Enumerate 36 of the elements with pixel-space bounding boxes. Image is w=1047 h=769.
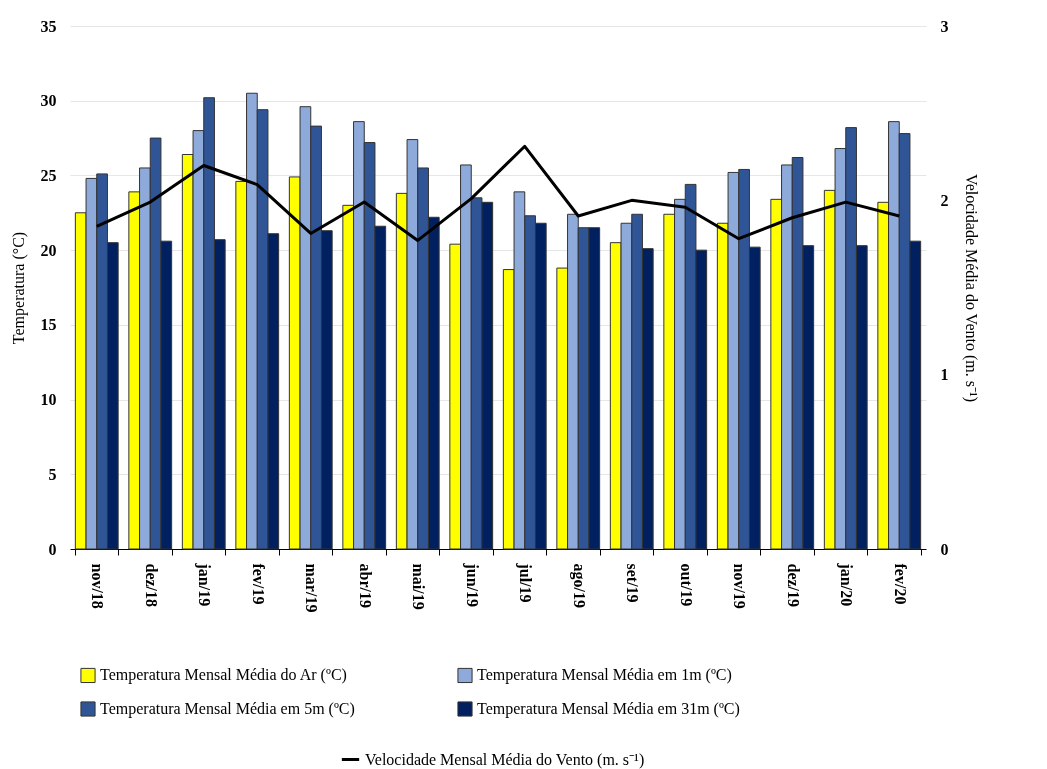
x-tick-label: jan/20 (837, 562, 856, 607)
x-tick-label: set/19 (624, 563, 642, 603)
legend-label: Temperatura Mensal Média em 1m (ºC) (477, 666, 732, 685)
line-series (95, 144, 901, 242)
y-tick-label: 35 (40, 17, 57, 35)
legend-label: Temperatura Mensal Média em 5m (ºC) (100, 700, 355, 718)
y-tick-label: 0 (48, 540, 57, 558)
y-tick-label: 15 (40, 316, 57, 334)
x-tick-label: dez/19 (784, 563, 802, 608)
legend-label: Temperatura Mensal Média em 31m (ºC) (477, 700, 740, 718)
x-tick-label: mai/19 (410, 563, 428, 610)
y2-tick-label: 0 (940, 540, 949, 558)
y-tick-label: 30 (40, 92, 57, 110)
y-tick-label: 10 (40, 391, 57, 409)
x-tick-label: fev/20 (891, 563, 909, 605)
y2-tick-label: 3 (940, 17, 949, 35)
y-tick-label: 20 (40, 241, 57, 259)
legend-label: Temperatura Mensal Média do Ar (ºC) (100, 666, 347, 685)
y-axis-title: Temperatura (°C) (9, 231, 28, 345)
x-tick-label: fev/19 (249, 563, 267, 605)
x-tick-label: jan/19 (195, 562, 214, 607)
y-tick-label: 5 (48, 465, 57, 483)
x-tick-label: nov/18 (89, 563, 107, 609)
x-tick-label: ago/19 (569, 563, 588, 608)
y-tick-label: 25 (40, 166, 57, 184)
x-tick-label: dez/18 (142, 563, 160, 608)
y2-tick-label: 2 (940, 191, 949, 209)
y2-tick-label: 1 (940, 366, 949, 384)
legend-label: Velocidade Mensal Média do Vento (m. s⁻¹) (365, 750, 645, 769)
x-tick-label: out/19 (677, 563, 695, 607)
x-tick-label: mar/19 (303, 563, 321, 613)
y2-axis-title: Velocidade Média do Vento (m. s⁻¹) (961, 173, 980, 403)
x-tick-label: nov/19 (731, 563, 749, 609)
x-tick-label: jul/19 (516, 562, 535, 603)
x-tick-label: abr/19 (356, 563, 374, 608)
x-tick-label: jun/19 (462, 562, 481, 608)
